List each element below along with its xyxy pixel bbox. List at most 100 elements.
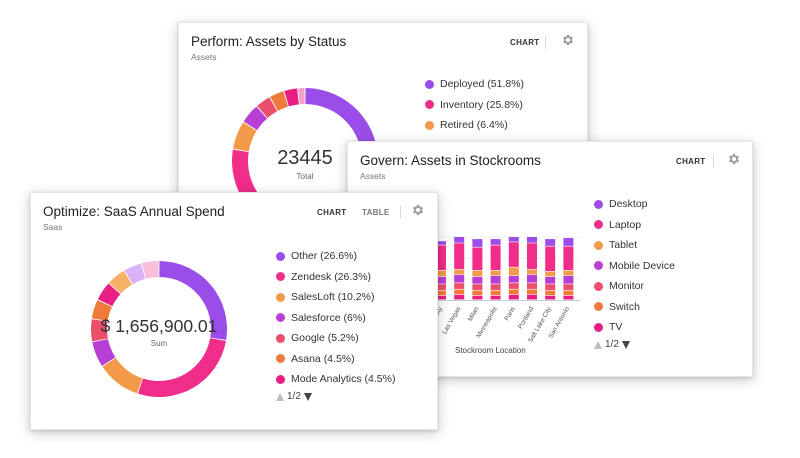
legend-item[interactable]: Switch	[594, 297, 675, 318]
bar-segment[interactable]	[436, 241, 446, 245]
bar-segment[interactable]	[436, 290, 446, 296]
bar-segment[interactable]	[563, 275, 574, 284]
bar-segment[interactable]	[508, 289, 519, 295]
donut-slice[interactable]	[298, 88, 305, 105]
bar-segment[interactable]	[527, 243, 537, 269]
gear-icon[interactable]	[411, 203, 425, 217]
bar-segment[interactable]	[527, 274, 537, 283]
bar-segment[interactable]	[527, 283, 537, 289]
legend-item[interactable]: Monitor	[594, 276, 675, 297]
donut-slice[interactable]	[257, 97, 278, 118]
bar-segment[interactable]	[454, 269, 465, 275]
bar-segment[interactable]	[454, 243, 465, 269]
page-down-icon[interactable]	[303, 392, 312, 401]
bar-segment[interactable]	[545, 246, 556, 272]
bar-segment[interactable]	[545, 295, 556, 300]
bar-segment[interactable]	[490, 270, 501, 276]
bar-segment[interactable]	[563, 295, 574, 300]
bar-segment[interactable]	[454, 274, 465, 283]
bar-segment[interactable]	[436, 295, 446, 300]
bar-segment[interactable]	[472, 247, 483, 271]
donut-slice[interactable]	[102, 357, 143, 394]
bar-segment[interactable]	[563, 290, 574, 296]
bar-segment[interactable]	[436, 284, 446, 290]
bar-segment[interactable]	[436, 270, 446, 277]
legend-item[interactable]: Laptop	[594, 215, 675, 236]
bar-segment[interactable]	[508, 294, 519, 300]
bar-segment[interactable]	[472, 284, 483, 290]
legend-item[interactable]: Inventory (25.8%)	[425, 95, 524, 116]
bar-segment[interactable]	[454, 294, 465, 300]
bar-segment[interactable]	[527, 269, 537, 275]
donut-slice[interactable]	[92, 339, 116, 367]
bar-segment[interactable]	[454, 289, 465, 295]
bar-segment[interactable]	[563, 270, 574, 276]
chart-toggle-button[interactable]: CHART	[510, 38, 540, 47]
legend-item[interactable]: Tablet	[594, 235, 675, 256]
bar-segment[interactable]	[472, 295, 483, 300]
donut-slice[interactable]	[97, 283, 121, 307]
gear-icon[interactable]	[727, 152, 741, 166]
donut-slice[interactable]	[124, 263, 146, 285]
legend-item[interactable]: TV	[594, 317, 675, 338]
legend-item[interactable]: Deployed (51.8%)	[425, 74, 524, 95]
legend-item[interactable]: SalesLoft (10.2%)	[276, 287, 395, 308]
bar-segment[interactable]	[490, 295, 501, 300]
bar-segment[interactable]	[545, 239, 556, 246]
gear-icon[interactable]	[561, 33, 575, 47]
chart-toggle-button[interactable]: CHART	[676, 157, 706, 166]
bar-segment[interactable]	[545, 276, 556, 284]
donut-slice[interactable]	[159, 261, 227, 341]
bar-segment[interactable]	[454, 283, 465, 289]
bar-segment[interactable]	[490, 239, 501, 245]
bar-segment[interactable]	[436, 276, 446, 284]
bar-segment[interactable]	[527, 294, 537, 300]
bar-segment[interactable]	[472, 276, 483, 284]
bar-segment[interactable]	[472, 270, 483, 277]
bar-segment[interactable]	[508, 275, 519, 283]
legend-item[interactable]: Salesforce (6%)	[276, 308, 395, 329]
bar-segment[interactable]	[472, 290, 483, 296]
donut-slice[interactable]	[243, 106, 268, 131]
donut-slice[interactable]	[138, 338, 226, 397]
bar-segment[interactable]	[563, 238, 574, 246]
bar-segment[interactable]	[527, 237, 537, 243]
bar-segment[interactable]	[563, 246, 574, 270]
page-down-icon[interactable]	[621, 340, 630, 349]
legend-item[interactable]: Asana (4.5%)	[276, 349, 395, 370]
donut-slice[interactable]	[284, 88, 299, 107]
bar-segment[interactable]	[545, 290, 556, 296]
bar-segment[interactable]	[508, 267, 519, 276]
chart-tab-button[interactable]: CHART	[317, 208, 347, 217]
page-up-icon[interactable]	[276, 392, 284, 401]
bar-segment[interactable]	[527, 289, 537, 295]
bar-segment[interactable]	[436, 245, 446, 270]
bar-segment[interactable]	[545, 284, 556, 290]
legend-item[interactable]: Zendesk (26.3%)	[276, 267, 395, 288]
bar-segment[interactable]	[472, 239, 483, 247]
donut-slice[interactable]	[91, 300, 112, 321]
donut-slice[interactable]	[270, 91, 289, 111]
legend-item[interactable]: Other (26.6%)	[276, 246, 395, 267]
bar-segment[interactable]	[490, 275, 501, 284]
legend-item[interactable]: Desktop	[594, 194, 675, 215]
legend-item[interactable]: Retired (6.4%)	[425, 115, 524, 136]
donut-slice[interactable]	[109, 270, 133, 294]
page-up-icon[interactable]	[594, 340, 602, 349]
donut-slice[interactable]	[141, 261, 159, 279]
legend-item[interactable]: Mode Analytics (4.5%)	[276, 369, 395, 390]
donut-slice[interactable]	[91, 319, 108, 342]
legend-item[interactable]: Google (5.2%)	[276, 328, 395, 349]
bar-segment[interactable]	[508, 237, 519, 242]
legend-item[interactable]: Mobile Device	[594, 256, 675, 277]
bar-segment[interactable]	[508, 283, 519, 289]
bar-segment[interactable]	[490, 245, 501, 270]
donut-slice[interactable]	[233, 122, 257, 152]
bar-segment[interactable]	[545, 271, 556, 277]
bar-segment[interactable]	[490, 290, 501, 296]
bar-segment[interactable]	[490, 284, 501, 290]
bar-segment[interactable]	[454, 237, 465, 243]
table-tab-button[interactable]: TABLE	[362, 208, 390, 217]
bar-segment[interactable]	[563, 284, 574, 290]
bar-segment[interactable]	[508, 242, 519, 267]
